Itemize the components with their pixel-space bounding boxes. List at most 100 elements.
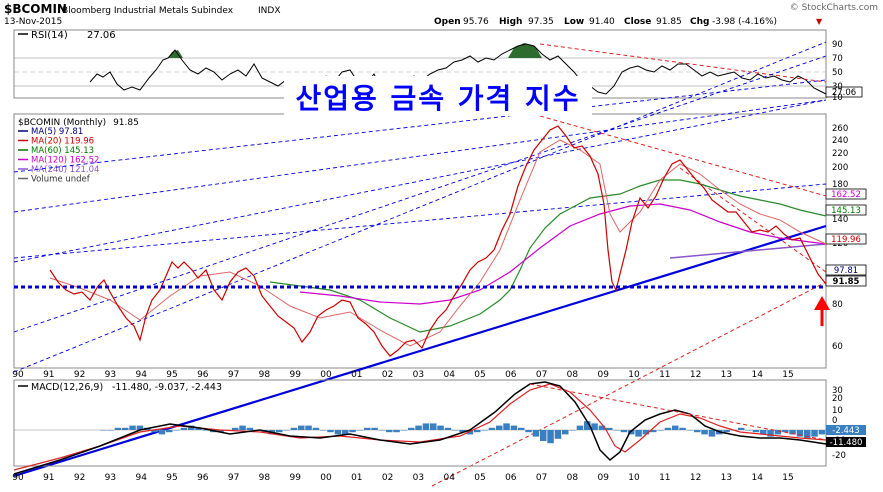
x-tick-label: 13 bbox=[721, 370, 732, 380]
ma120-line bbox=[299, 203, 827, 305]
macd-histogram-bar bbox=[305, 425, 312, 430]
x-tick-label: 12 bbox=[690, 473, 701, 483]
channel-line-6 bbox=[13, 183, 827, 259]
macd-histogram-bar bbox=[459, 430, 466, 433]
rsi-trendline bbox=[539, 43, 827, 83]
macd-histogram-bar bbox=[598, 425, 606, 430]
chg-label: Chg bbox=[690, 17, 709, 27]
macd-histogram-bar bbox=[342, 430, 349, 435]
macd-histogram-bar bbox=[635, 430, 642, 437]
macd-histogram-bar bbox=[151, 430, 158, 433]
date-label: 13-Nov-2015 bbox=[4, 17, 62, 27]
rsi-tag-value: 27.06 bbox=[832, 88, 856, 98]
macd-histogram-bar bbox=[276, 430, 283, 433]
ohlc-bar: Open 95.76 High 97.35 Low 91.40 Close 91… bbox=[434, 17, 823, 27]
macd-histogram-bar bbox=[664, 427, 672, 430]
x-axis-top: 90 91 92 93 94 95 96 97 98 99 00 01 02 03 04 05 06 07 08 09… bbox=[12, 370, 793, 380]
x-tick-label: 03 bbox=[413, 370, 424, 380]
macd-histogram-bar bbox=[782, 430, 789, 433]
macd-histogram-bar bbox=[723, 430, 730, 433]
x-tick-label: 14 bbox=[751, 370, 763, 380]
macd-histogram-bar bbox=[613, 430, 620, 431]
x-axis-bottom: 90 91 92 93 94 95 96 97 98 99 00 01 02 03 04 05 06 07 08 09… bbox=[12, 473, 793, 483]
rsi-tick-label: 10 bbox=[832, 93, 843, 103]
macd-histogram-bar bbox=[217, 430, 224, 433]
macd-histogram-bar bbox=[180, 427, 188, 430]
macd-histogram-bar bbox=[745, 430, 752, 431]
x-tick-label: 02 bbox=[382, 473, 393, 483]
chg-value: -3.98 (-4.16%) bbox=[712, 17, 777, 27]
macd-histogram-bar bbox=[430, 423, 437, 430]
macd-histogram-bar bbox=[532, 430, 540, 437]
macd-line bbox=[13, 381, 827, 475]
price-tag-label: 145.13 bbox=[831, 206, 861, 216]
low-value: 91.40 bbox=[589, 17, 615, 27]
x-tick-label: 15 bbox=[782, 370, 793, 380]
macd-histogram-bar bbox=[246, 427, 254, 430]
x-tick-label: 98 bbox=[259, 370, 271, 380]
x-tick-label: 10 bbox=[628, 370, 640, 380]
macd-histogram-bar bbox=[708, 430, 716, 437]
macd-histogram-bar bbox=[774, 430, 782, 435]
macd-histogram-bar bbox=[642, 430, 650, 435]
macd-tick-label: 30 bbox=[832, 386, 843, 396]
macd-histogram-bar bbox=[356, 430, 364, 431]
macd-histogram-bar bbox=[620, 430, 628, 433]
x-tick-label: 91 bbox=[43, 370, 54, 380]
macd-histogram-bar bbox=[488, 427, 496, 430]
x-tick-label: 11 bbox=[659, 370, 670, 380]
rsi-tick-label: 90 bbox=[832, 40, 843, 50]
price-tag-label: 119.96 bbox=[831, 235, 861, 245]
macd-histogram-bar bbox=[540, 430, 547, 441]
macd-histogram-bar bbox=[166, 430, 173, 433]
macd-histogram-bar bbox=[818, 430, 826, 435]
resistance-trendline-2 bbox=[679, 167, 827, 273]
macd-histogram-bar bbox=[100, 430, 107, 431]
title-overlay: 산업용 금속 가격 지수 bbox=[284, 76, 592, 116]
rsi-legend: RSI(14) 27.06 bbox=[18, 30, 116, 41]
macd-histogram-bar bbox=[327, 430, 334, 433]
legend-entry: Volume undef bbox=[31, 175, 91, 185]
macd-histogram-bar bbox=[400, 430, 408, 431]
macd-histogram-bar bbox=[503, 423, 510, 430]
channel-line-4 bbox=[13, 99, 827, 213]
price-legend: $BCOMIN (Monthly) 91.85 MA(5) 97.81MA(20… bbox=[18, 118, 139, 185]
price-title-last: 91.85 bbox=[113, 118, 139, 128]
x-tick-label: 97 bbox=[228, 473, 239, 483]
macd-histogram-bar bbox=[628, 430, 635, 435]
macd-tags: -2.443 -11.480 bbox=[826, 425, 866, 448]
x-tick-label: 93 bbox=[105, 370, 116, 380]
macd-histogram-bar bbox=[173, 430, 180, 431]
macd-histogram-bar bbox=[298, 425, 305, 430]
price-tag-box bbox=[825, 204, 867, 216]
price-tick-label: 200 bbox=[832, 163, 848, 173]
close-label: Close bbox=[624, 17, 651, 27]
x-tick-label: 91 bbox=[43, 473, 54, 483]
macd-histogram-bar bbox=[188, 425, 195, 430]
macd-histogram-bar bbox=[334, 430, 342, 435]
macd-histogram-bar bbox=[518, 427, 525, 430]
x-tick-label: 08 bbox=[567, 473, 579, 483]
macd-histogram-bar bbox=[767, 430, 774, 437]
x-tick-label: 94 bbox=[135, 370, 147, 380]
macd-histogram-bar bbox=[760, 430, 767, 435]
rsi-tag bbox=[825, 86, 863, 98]
x-tick-label: 96 bbox=[197, 473, 209, 483]
macd-tick-label: 10 bbox=[832, 406, 843, 416]
macd-histogram-bar bbox=[386, 430, 393, 433]
x-tick-label: 09 bbox=[597, 370, 609, 380]
price-tick-label: 60 bbox=[832, 342, 843, 352]
macd-histogram-bar bbox=[408, 427, 415, 430]
macd-histogram-bar bbox=[804, 430, 811, 439]
x-tick-label: 05 bbox=[474, 473, 485, 483]
macd-histogram-bar bbox=[686, 430, 694, 431]
rsi-overbought-fill-2 bbox=[508, 43, 542, 58]
x-tick-label: 06 bbox=[505, 473, 517, 483]
channel-line-3 bbox=[13, 99, 827, 263]
macd-histogram-bar bbox=[584, 421, 591, 430]
x-tick-label: 94 bbox=[135, 473, 147, 483]
macd-histogram-bar bbox=[320, 430, 327, 431]
